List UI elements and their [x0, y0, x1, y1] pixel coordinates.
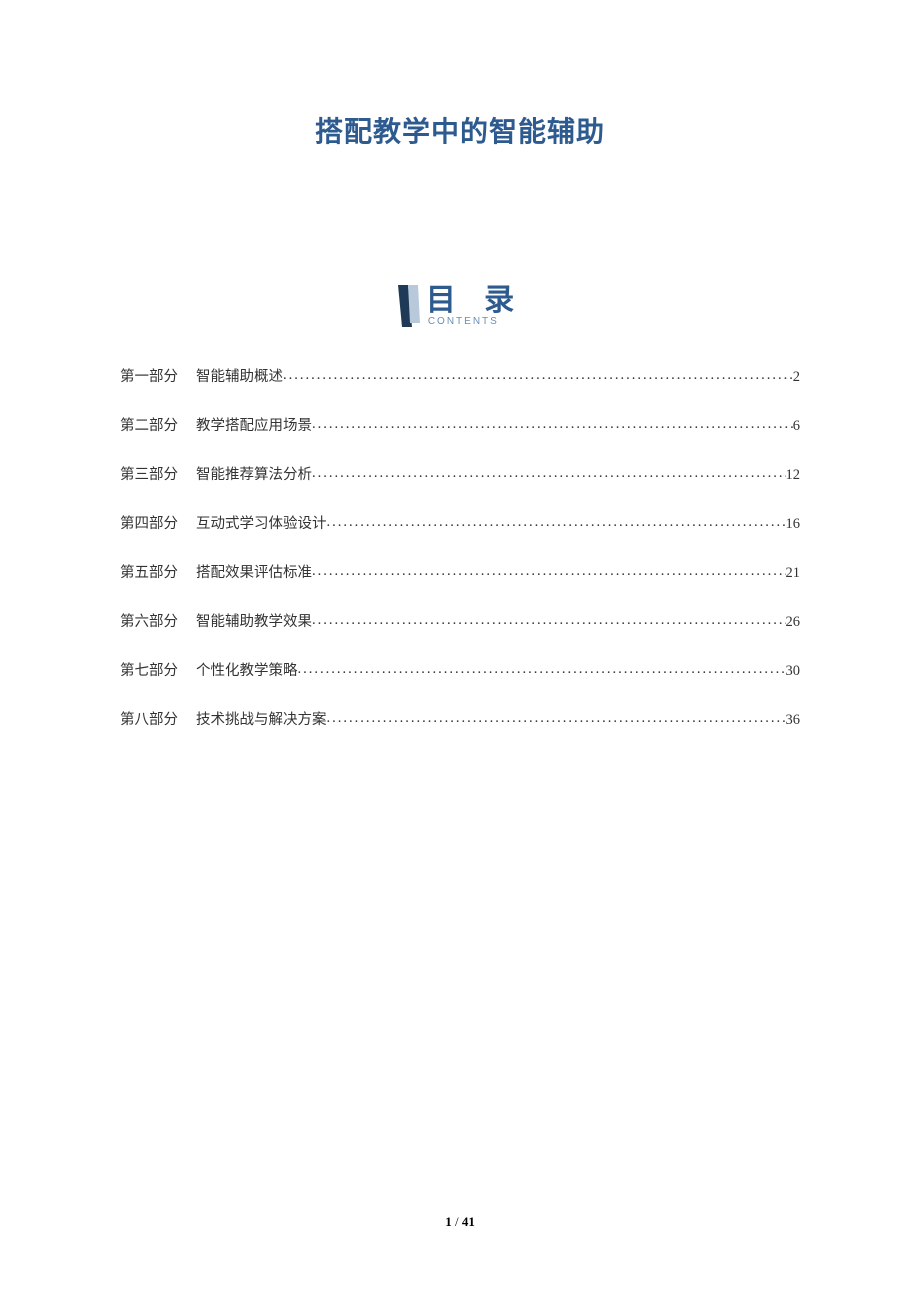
toc-item-title: 智能辅助教学效果 — [196, 610, 312, 631]
toc-row: 第五部分 搭配效果评估标准 21 — [120, 561, 800, 582]
toc-item-title: 智能推荐算法分析 — [196, 463, 312, 484]
toc-part-label: 第三部分 — [120, 463, 178, 484]
toc-page-number: 16 — [786, 516, 801, 533]
total-pages-number: 41 — [462, 1214, 475, 1229]
toc-item-title: 智能辅助概述 — [196, 365, 283, 386]
toc-page-number: 26 — [786, 614, 801, 631]
toc-page-number: 30 — [786, 663, 801, 680]
toc-part-label: 第二部分 — [120, 414, 178, 435]
toc-row: 第四部分 互动式学习体验设计 16 — [120, 512, 800, 533]
toc-leader-dots — [283, 367, 793, 382]
toc-page-number: 36 — [786, 712, 801, 729]
toc-item-title: 技术挑战与解决方案 — [196, 708, 327, 729]
toc-part-label: 第六部分 — [120, 610, 178, 631]
toc-row: 第一部分 智能辅助概述 2 — [120, 365, 800, 386]
toc-page-number: 6 — [793, 418, 800, 435]
toc-leader-dots — [312, 465, 786, 480]
toc-part-label: 第四部分 — [120, 512, 178, 533]
toc-icon — [396, 285, 420, 327]
toc-row: 第二部分 教学搭配应用场景 6 — [120, 414, 800, 435]
toc-label-cn: 目 录 — [426, 286, 524, 316]
toc-label-en: CONTENTS — [428, 317, 499, 327]
page-separator: / — [452, 1214, 462, 1229]
toc-row: 第三部分 智能推荐算法分析 12 — [120, 463, 800, 484]
document-title: 搭配教学中的智能辅助 — [120, 110, 800, 150]
toc-part-label: 第五部分 — [120, 561, 178, 582]
toc-leader-dots — [298, 661, 786, 676]
toc-leader-dots — [312, 612, 786, 627]
toc-item-title: 搭配效果评估标准 — [196, 561, 312, 582]
toc-list: 第一部分 智能辅助概述 2 第二部分 教学搭配应用场景 6 第三部分 智能推荐算… — [120, 365, 800, 729]
toc-page-number: 21 — [786, 565, 801, 582]
toc-row: 第七部分 个性化教学策略 30 — [120, 659, 800, 680]
toc-leader-dots — [312, 563, 786, 578]
toc-page-number: 2 — [793, 369, 800, 386]
toc-page-number: 12 — [786, 467, 801, 484]
toc-part-label: 第一部分 — [120, 365, 178, 386]
toc-header: 目 录 CONTENTS — [120, 285, 800, 327]
toc-row: 第八部分 技术挑战与解决方案 36 — [120, 708, 800, 729]
toc-part-label: 第七部分 — [120, 659, 178, 680]
toc-leader-dots — [327, 710, 786, 725]
toc-part-label: 第八部分 — [120, 708, 178, 729]
toc-row: 第六部分 智能辅助教学效果 26 — [120, 610, 800, 631]
page-footer: 1 / 41 — [0, 1214, 920, 1230]
toc-leader-dots — [327, 514, 786, 529]
document-page: 搭配教学中的智能辅助 目 录 CONTENTS 第一部分 智能辅助概述 2 第二… — [0, 0, 920, 729]
toc-leader-dots — [312, 416, 793, 431]
toc-item-title: 互动式学习体验设计 — [196, 512, 327, 533]
toc-item-title: 教学搭配应用场景 — [196, 414, 312, 435]
toc-item-title: 个性化教学策略 — [196, 659, 298, 680]
toc-label-wrap: 目 录 CONTENTS — [426, 286, 524, 327]
